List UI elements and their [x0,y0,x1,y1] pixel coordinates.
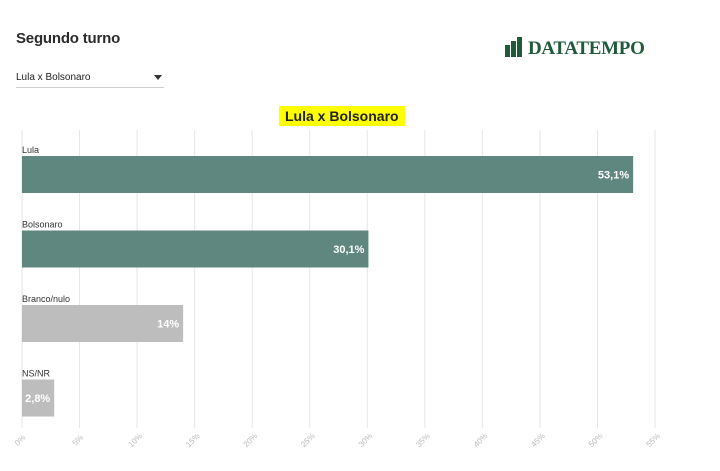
bar [22,379,55,417]
category-label: Bolsonaro [22,220,63,230]
x-tick-label: 45% [529,431,547,449]
bar [22,156,634,193]
data-label: 30,1% [333,244,364,256]
data-label: 14% [157,319,179,331]
bar [22,305,184,342]
bar [22,230,369,268]
x-tick-label: 10% [126,431,144,449]
category-label: Lula [22,145,39,155]
x-tick-label: 20% [242,431,260,449]
category-label: Branco/nulo [22,294,70,304]
x-tick-label: 25% [299,431,317,449]
x-tick-label: 35% [414,431,432,449]
chevron-down-icon[interactable] [154,75,162,80]
chart-title: Lula x Bolsonaro [279,106,405,126]
category-label: NS/NR [22,369,51,379]
data-label: 2,8% [25,393,50,405]
x-tick-label: 40% [472,431,490,449]
x-tick-label: 5% [71,433,86,448]
page-title: Segundo turno [16,30,121,47]
x-tick-label: 15% [184,431,202,449]
logo-text: DATATEMPO [528,38,645,59]
x-tick-label: 50% [587,431,605,449]
x-tick-label: 30% [357,431,375,449]
x-tick-label: 55% [644,431,662,449]
x-tick-label: 0% [13,433,28,448]
selected-scenario: Lula x Bolsonaro [16,72,91,83]
poll-scenario-select[interactable]: Lula x Bolsonaro [16,70,164,88]
datatempo-logo: DATATEMPO [505,34,660,60]
data-label: 53,1% [598,170,629,182]
